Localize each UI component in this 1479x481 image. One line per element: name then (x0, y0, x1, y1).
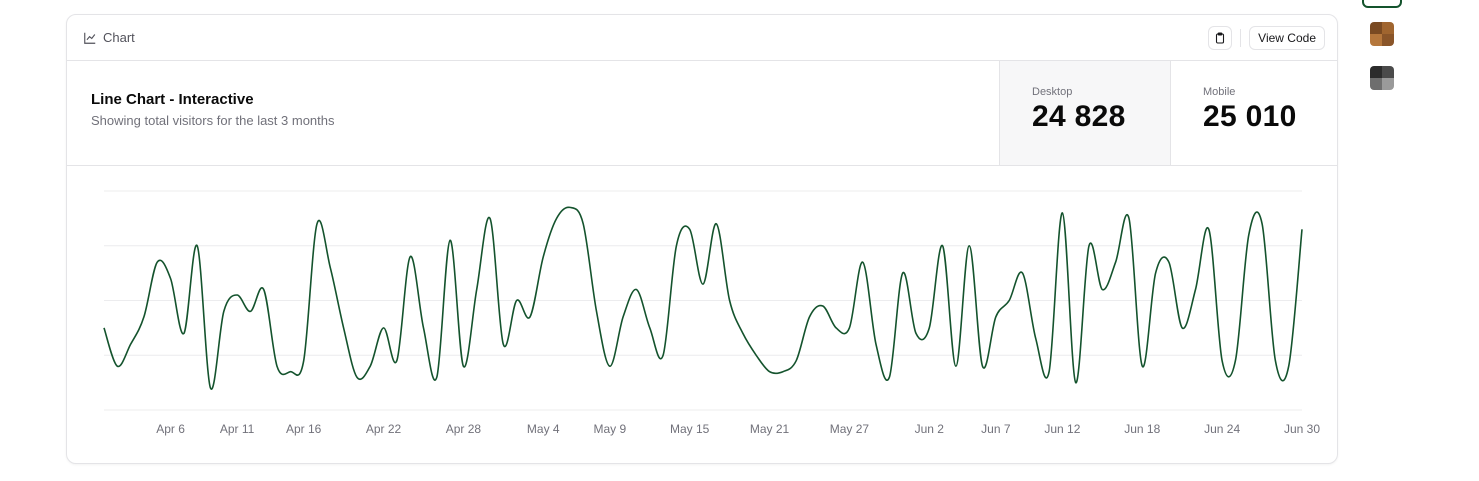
x-tick-label: May 27 (830, 422, 870, 436)
x-tick-label: Jun 24 (1204, 422, 1240, 436)
x-tick-label: Jun 7 (981, 422, 1011, 436)
theme-swatch-gray[interactable] (1370, 66, 1394, 90)
theme-swatch-brown[interactable] (1370, 22, 1394, 46)
chart-tab: Chart (83, 30, 135, 45)
view-code-button[interactable]: View Code (1249, 25, 1325, 50)
theme-swatch-green-selected[interactable] (1362, 0, 1402, 8)
x-tick-label: Apr 28 (446, 422, 482, 436)
card-toolbar: Chart View Code (67, 15, 1337, 61)
x-tick-label: Jun 18 (1124, 422, 1160, 436)
x-tick-label: May 15 (670, 422, 710, 436)
x-tick-label: Apr 11 (220, 422, 255, 436)
x-tick-label: Jun 12 (1044, 422, 1080, 436)
x-tick-label: Apr 16 (286, 422, 322, 436)
desktop-series-line (103, 206, 1303, 390)
chart-card: Chart View Code Line Chart - Interactive… (66, 14, 1338, 464)
line-chart-icon (84, 32, 96, 44)
x-tick-label: May 21 (750, 422, 790, 436)
x-tick-label: Jun 30 (1284, 422, 1320, 436)
x-tick-label: May 4 (527, 422, 560, 436)
stat-value: 25 010 (1203, 100, 1297, 133)
stat-label: Mobile (1203, 86, 1236, 98)
copy-button[interactable] (1208, 25, 1233, 50)
desktop-stat-toggle[interactable]: Desktop 24 828 (999, 61, 1170, 165)
mobile-stat-toggle[interactable]: Mobile 25 010 (1170, 61, 1337, 165)
x-tick-label: Apr 6 (156, 422, 185, 436)
x-tick-label: Jun 2 (915, 422, 945, 436)
toolbar-divider (1240, 28, 1242, 47)
line-chart[interactable]: Apr 6 Apr 11 Apr 16 Apr 22 Apr 28 May 4 May 9 M… (67, 166, 1337, 464)
x-tick-label: May 9 (593, 422, 626, 436)
card-subtitle: Showing total visitors for the last 3 mo… (91, 113, 335, 128)
x-tick-label: Apr 22 (366, 422, 402, 436)
card-title: Line Chart - Interactive (91, 91, 254, 108)
stat-label: Desktop (1032, 86, 1073, 98)
clipboard-icon (1216, 31, 1225, 44)
card-header: Line Chart - Interactive Showing total v… (67, 61, 1337, 166)
chart-tab-label: Chart (103, 30, 135, 45)
chart-area[interactable]: Apr 6 Apr 11 Apr 16 Apr 22 Apr 28 May 4 May 9 M… (67, 166, 1337, 464)
stat-value: 24 828 (1032, 100, 1126, 133)
